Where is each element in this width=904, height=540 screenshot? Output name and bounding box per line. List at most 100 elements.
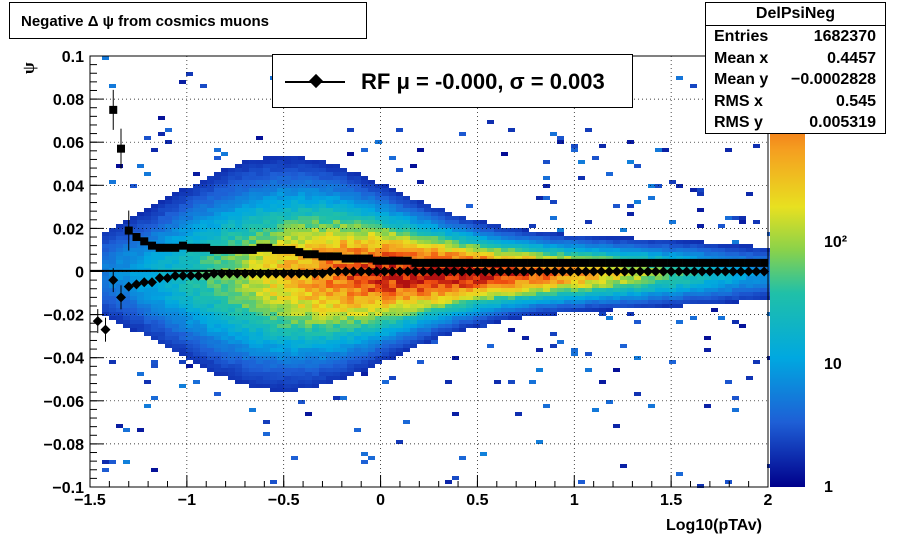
diamond-marker [650, 266, 661, 277]
square-marker [457, 258, 466, 267]
diamond-marker [348, 266, 359, 277]
diamond-marker [115, 292, 126, 303]
y-tick-label: 0 [75, 265, 84, 282]
diamond-marker [139, 277, 150, 288]
y-tick-label: 0.02 [53, 221, 84, 238]
square-marker [589, 258, 598, 267]
diamond-marker [735, 266, 746, 277]
square-marker [341, 254, 350, 263]
square-marker [194, 243, 203, 252]
diamond-marker [108, 275, 119, 286]
square-marker [659, 258, 668, 267]
diamond-marker [557, 266, 568, 277]
square-marker [667, 258, 676, 267]
diamond-marker [286, 268, 297, 279]
colorbar-label-1: 1 [824, 479, 833, 496]
diamond-marker [193, 270, 204, 281]
square-marker [349, 254, 358, 263]
square-marker [116, 144, 125, 153]
square-marker [643, 258, 652, 267]
square-marker [519, 258, 528, 267]
diamond-marker [317, 268, 328, 279]
diamond-marker [573, 266, 584, 277]
square-marker [651, 258, 660, 267]
diamond-marker [410, 266, 421, 277]
diamond-marker [449, 266, 460, 277]
stats-name: DelPsiNeg [706, 3, 885, 26]
diamond-marker [604, 266, 615, 277]
profile-markers [92, 89, 770, 342]
diamond-marker [379, 266, 390, 277]
stats-row-entries: Entries 1682370 [714, 28, 876, 45]
x-tick-label: 0 [376, 492, 385, 509]
diamond-marker [239, 268, 250, 279]
square-marker [566, 258, 575, 267]
x-tick-label: 2 [764, 492, 773, 509]
diamond-marker [185, 270, 196, 281]
diamond-marker [294, 268, 305, 279]
diamond-marker [100, 324, 111, 335]
diamond-marker [549, 266, 560, 277]
diamond-marker [170, 270, 181, 281]
square-marker [271, 245, 280, 254]
square-marker [411, 258, 420, 267]
diamond-marker [487, 266, 498, 277]
diamond-marker [511, 266, 522, 277]
square-marker [233, 245, 242, 254]
stats-row-mean-y: Mean y −0.0002828 [714, 71, 876, 89]
square-marker [698, 258, 707, 267]
diamond-marker [542, 266, 553, 277]
diamond-marker [518, 266, 529, 277]
diamond-marker [224, 268, 235, 279]
square-marker [752, 258, 761, 267]
square-marker [620, 258, 629, 267]
square-marker [202, 243, 211, 252]
colorbar-label-100: 10² [824, 234, 847, 251]
square-marker [535, 258, 544, 267]
square-marker [248, 245, 257, 254]
diamond-marker [177, 270, 188, 281]
diamond-marker [480, 266, 491, 277]
square-marker [713, 258, 722, 267]
diamond-marker [673, 266, 684, 277]
square-marker [419, 258, 428, 267]
diamond-marker [503, 266, 514, 277]
diamond-marker [712, 266, 723, 277]
stats-row-rms-y: RMS y 0.005319 [714, 114, 876, 132]
square-marker [450, 258, 459, 267]
square-marker [473, 258, 482, 267]
square-marker [357, 254, 366, 263]
y-tick-label: 0.04 [53, 178, 84, 195]
diamond-marker [123, 281, 134, 292]
legend-marker-icon [308, 73, 324, 89]
square-marker [302, 250, 311, 259]
x-tick-label: −0.5 [268, 492, 300, 509]
square-marker [147, 241, 156, 250]
square-marker [434, 258, 443, 267]
diamond-marker [270, 268, 281, 279]
square-marker [442, 258, 451, 267]
square-marker [256, 243, 265, 252]
y-tick-label: 0.08 [53, 92, 84, 109]
diamond-marker [743, 266, 754, 277]
square-marker [736, 258, 745, 267]
square-marker [744, 258, 753, 267]
y-axis-label: ψ [19, 62, 38, 74]
square-marker [721, 258, 730, 267]
square-marker [543, 258, 552, 267]
square-marker [171, 243, 180, 252]
diamond-marker [728, 266, 739, 277]
square-marker [527, 258, 536, 267]
diamond-marker [456, 266, 467, 277]
diamond-marker [394, 266, 405, 277]
diamond-marker [131, 279, 142, 290]
y-tick-label: −0.02 [44, 308, 85, 325]
diamond-marker [201, 270, 212, 281]
x-tick-label: 1.5 [660, 492, 682, 509]
x-tick-label: −1 [178, 492, 196, 509]
square-marker [178, 241, 187, 250]
diamond-marker [611, 266, 622, 277]
diamond-marker [371, 266, 382, 277]
diamond-marker [666, 266, 677, 277]
